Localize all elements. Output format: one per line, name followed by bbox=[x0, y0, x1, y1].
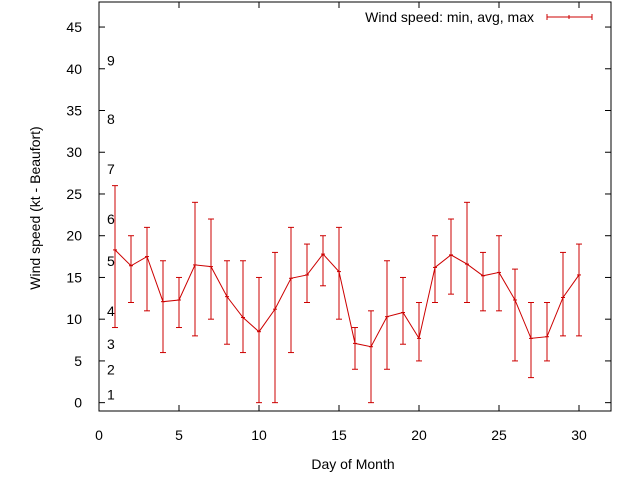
x-tick-label: 30 bbox=[571, 427, 587, 443]
x-tick-label: 25 bbox=[491, 427, 507, 443]
y-axis-label: Wind speed (kt - Beaufort) bbox=[27, 126, 43, 289]
y-tick-label: 35 bbox=[66, 103, 82, 119]
x-tick-label: 0 bbox=[95, 427, 103, 443]
y-tick-label: 5 bbox=[74, 353, 82, 369]
beaufort-label: 7 bbox=[107, 161, 115, 177]
beaufort-label: 6 bbox=[107, 211, 115, 227]
y-tick-label: 20 bbox=[66, 228, 82, 244]
beaufort-label: 9 bbox=[107, 52, 115, 68]
y-tick-label: 10 bbox=[66, 311, 82, 327]
x-tick-label: 10 bbox=[251, 427, 267, 443]
beaufort-label: 2 bbox=[107, 361, 115, 377]
legend: Wind speed: min, avg, max bbox=[365, 9, 593, 25]
y-tick-label: 40 bbox=[66, 61, 82, 77]
beaufort-label: 8 bbox=[107, 111, 115, 127]
beaufort-label: 1 bbox=[107, 386, 115, 402]
y-tick-label: 30 bbox=[66, 144, 82, 160]
y-tick-label: 15 bbox=[66, 269, 82, 285]
y-tick-label: 25 bbox=[66, 186, 82, 202]
x-tick-label: 15 bbox=[331, 427, 347, 443]
legend-label: Wind speed: min, avg, max bbox=[365, 9, 534, 25]
avg-line bbox=[114, 249, 580, 348]
beaufort-label: 3 bbox=[107, 336, 115, 352]
plot-frame bbox=[98, 1, 612, 412]
x-axis-label: Day of Month bbox=[311, 456, 394, 472]
beaufort-scale-labels: 1 2 3 4 5 6 7 8 9 bbox=[107, 52, 115, 402]
beaufort-label: 4 bbox=[107, 303, 115, 319]
x-tick-label: 20 bbox=[411, 427, 427, 443]
beaufort-label: 5 bbox=[107, 253, 115, 269]
y-tick-label: 0 bbox=[74, 395, 82, 411]
y-tick-label: 45 bbox=[66, 19, 82, 35]
x-tick-label: 5 bbox=[175, 427, 183, 443]
series-wind-speed bbox=[112, 185, 582, 404]
